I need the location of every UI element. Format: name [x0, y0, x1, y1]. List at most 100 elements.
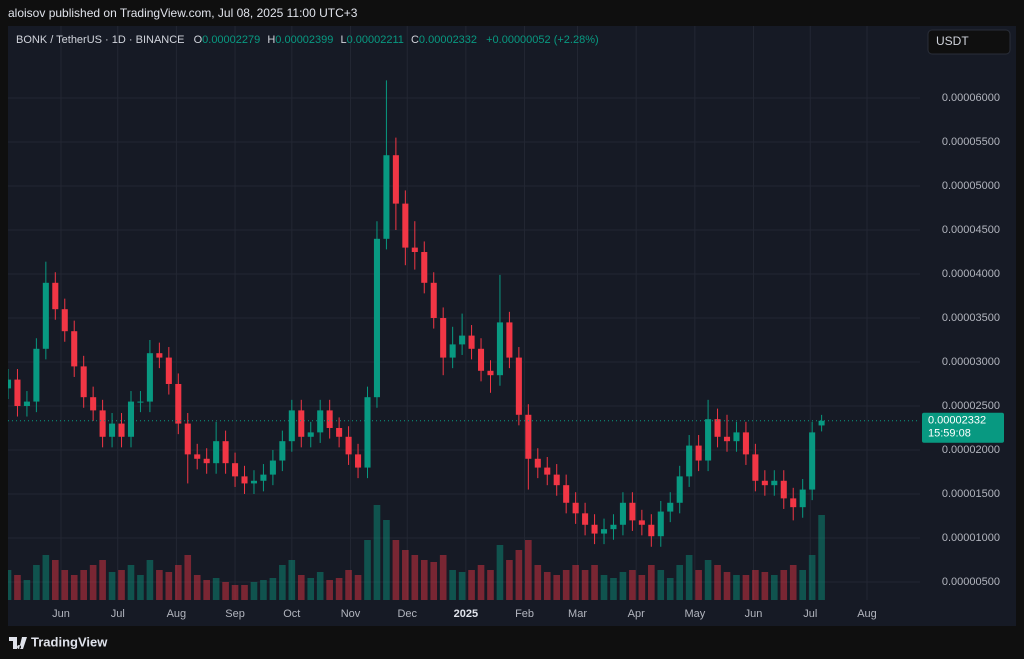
volume-bar	[638, 575, 646, 600]
x-tick-label: Apr	[628, 608, 645, 620]
candle-body	[156, 353, 163, 358]
volume-bar	[506, 560, 513, 600]
volume-bar	[742, 575, 750, 600]
volume-bar	[241, 585, 248, 600]
volume-bar	[402, 550, 409, 600]
candle-body	[430, 282, 437, 318]
candle-body	[288, 410, 295, 442]
volume-bar	[629, 570, 636, 600]
h-label: H	[267, 34, 275, 46]
volume-bar	[193, 575, 201, 600]
candle-body	[165, 357, 172, 384]
candle-body	[213, 441, 220, 464]
candle-body	[818, 420, 825, 426]
candle-body	[582, 513, 589, 525]
volume-bar	[648, 565, 655, 600]
volume-bar	[174, 565, 182, 600]
candle-body	[52, 282, 59, 310]
candle-body	[411, 247, 418, 253]
volume-bar	[156, 570, 163, 600]
volume-bar	[695, 570, 702, 600]
y-tick-label: 0.00002000	[942, 444, 1000, 456]
candle-body	[610, 524, 617, 530]
candle-body	[761, 480, 768, 486]
grid	[8, 26, 920, 600]
volume-bar	[70, 575, 78, 600]
volume-bar	[279, 565, 286, 600]
o-value: 0.00002279	[202, 34, 260, 46]
last-price-box	[922, 412, 1004, 443]
volume-bar	[51, 560, 59, 600]
candle-body	[600, 529, 608, 534]
volume-bar	[496, 545, 504, 600]
candle-body	[80, 366, 87, 398]
publisher-line: aloisov published on TradingView.com, Ju…	[8, 6, 358, 20]
candle-body	[326, 410, 333, 428]
volume-bar	[61, 570, 69, 600]
l-label: L	[340, 34, 346, 46]
candle-body	[676, 476, 683, 503]
volume-bar	[439, 555, 447, 600]
candle-body	[203, 458, 210, 464]
logo-icon	[9, 637, 27, 649]
h-value: 0.00002399	[275, 34, 333, 46]
volume-bar	[600, 575, 608, 600]
volume-bar	[676, 565, 684, 600]
volume-bar	[335, 578, 343, 600]
candle-body	[619, 502, 626, 525]
volume-bar	[610, 578, 617, 600]
legend-line: BONK / TetherUS · 1D · BINANCE O0.000022…	[16, 34, 599, 46]
volume-bar	[364, 540, 371, 600]
candle-body	[506, 322, 513, 358]
volume-bar	[525, 540, 532, 600]
currency-button[interactable]	[927, 29, 1011, 55]
brand-name: TradingView	[31, 634, 108, 649]
candle-body	[449, 344, 456, 358]
candle-body	[667, 502, 674, 512]
candle-body	[553, 474, 560, 486]
volume-bar	[543, 572, 551, 600]
candle-body	[657, 511, 664, 537]
candle-body	[402, 203, 409, 248]
candle-body	[260, 474, 267, 481]
candle-body	[118, 423, 125, 437]
volume-bar	[799, 570, 806, 600]
candle-body	[421, 252, 428, 283]
volume-bar	[260, 580, 267, 600]
candle-body	[534, 458, 541, 468]
candle-body	[8, 379, 12, 389]
candle-body	[383, 155, 390, 239]
candle-body	[42, 282, 49, 349]
candle-body	[137, 401, 144, 403]
volume-bar	[108, 572, 116, 600]
o-label: O	[194, 34, 203, 46]
volume-bar	[146, 560, 154, 600]
y-tick-label: 0.00005000	[942, 180, 1000, 192]
candle-body	[714, 419, 721, 437]
candle-body	[468, 335, 475, 349]
candle-body	[298, 410, 305, 437]
volume-bar	[714, 565, 721, 600]
volume-bar	[411, 555, 419, 600]
volume-bar	[354, 575, 362, 600]
c-value: 0.00002332	[419, 34, 477, 46]
volume-bar	[657, 570, 665, 600]
volume-bar	[619, 572, 627, 600]
volume-bar	[184, 555, 192, 600]
volume-bar	[80, 570, 87, 600]
brand-logo: TradingView	[9, 634, 108, 649]
candle-body	[23, 401, 30, 406]
countdown-label: 15:59:08	[928, 428, 971, 440]
candle-body	[269, 460, 276, 475]
volume-bar	[14, 575, 21, 600]
volume-bar	[23, 580, 31, 600]
x-tick-label: Aug	[167, 608, 187, 620]
candle-body	[184, 423, 191, 455]
volume-bar	[704, 560, 712, 600]
candle-body	[742, 432, 749, 455]
candle-body	[705, 419, 712, 461]
volume-bar	[553, 575, 561, 600]
volume-bar	[316, 572, 324, 600]
volume-bar	[685, 555, 693, 600]
